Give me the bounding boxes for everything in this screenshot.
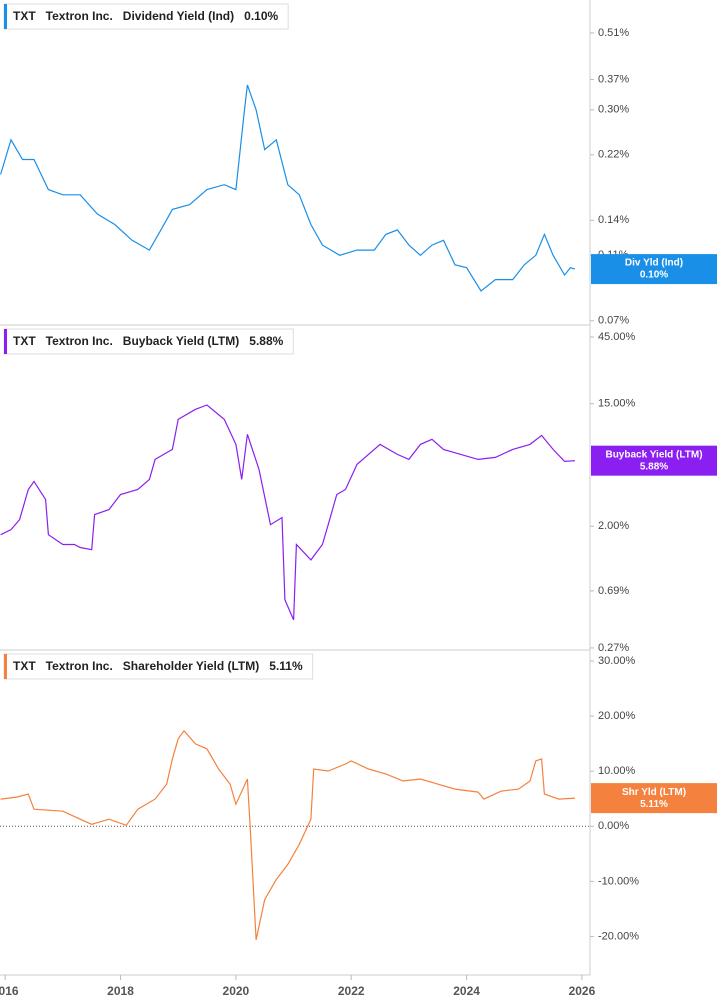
legend-value: 5.11% <box>269 659 303 673</box>
ticker: TXT <box>13 9 36 23</box>
legend-value: 0.10% <box>244 9 278 23</box>
value-tag <box>591 254 717 285</box>
y-tick-label: 30.00% <box>598 655 636 667</box>
value-tag-value: 5.11% <box>640 799 668 810</box>
x-tick-label: 2018 <box>107 984 134 998</box>
series-line <box>0 404 576 621</box>
x-tick-label: 2020 <box>223 984 250 998</box>
x-tick-label: 2022 <box>338 984 365 998</box>
legend-swatch <box>4 329 7 354</box>
series-line <box>0 729 576 941</box>
legend-box <box>3 328 294 355</box>
x-tick-label: 2016 <box>0 984 19 998</box>
legend-label: Buyback Yield (LTM) <box>123 334 239 348</box>
y-tick-label: 20.00% <box>598 710 636 722</box>
value-tag-name: Div Yld (Ind) <box>625 258 683 269</box>
company-name: Textron Inc. <box>46 659 113 673</box>
y-tick-label: 15.00% <box>598 398 636 410</box>
company-name: Textron Inc. <box>46 334 113 348</box>
legend-box <box>3 653 314 680</box>
value-tag-name: Buyback Yield (LTM) <box>605 449 702 460</box>
y-tick-label: 0.51% <box>598 27 629 39</box>
y-tick-label: 45.00% <box>598 331 636 343</box>
value-tag <box>591 783 717 814</box>
y-tick-label: 2.00% <box>598 520 629 532</box>
y-tick-label: 10.00% <box>598 765 636 777</box>
legend-value: 5.88% <box>249 334 283 348</box>
series-line <box>0 84 576 292</box>
y-tick-label: 0.37% <box>598 73 629 85</box>
y-tick-label: 0.14% <box>598 214 629 226</box>
value-tag-name: Shr Yld (LTM) <box>622 787 686 798</box>
company-name: Textron Inc. <box>46 9 113 23</box>
y-tick-label: -10.00% <box>598 875 639 887</box>
x-tick-label: 2026 <box>569 984 596 998</box>
y-tick-label: -20.00% <box>598 930 639 942</box>
value-tag <box>591 445 717 476</box>
legend-label: Dividend Yield (Ind) <box>123 9 234 23</box>
ticker: TXT <box>13 659 36 673</box>
value-tag-value: 5.88% <box>640 461 668 472</box>
legend-label: Shareholder Yield (LTM) <box>123 659 259 673</box>
y-tick-label: 0.69% <box>598 585 629 597</box>
y-tick-label: 0.30% <box>598 104 629 116</box>
legend-swatch <box>4 4 7 29</box>
y-tick-label: 0.22% <box>598 149 629 161</box>
value-tag-value: 0.10% <box>640 270 668 281</box>
x-tick-label: 2024 <box>453 984 480 998</box>
ticker: TXT <box>13 334 36 348</box>
y-tick-label: 0.00% <box>598 820 629 832</box>
y-tick-label: 0.27% <box>598 642 629 654</box>
legend-box <box>3 3 289 30</box>
y-tick-label: 0.07% <box>598 315 629 327</box>
legend-swatch <box>4 654 7 679</box>
